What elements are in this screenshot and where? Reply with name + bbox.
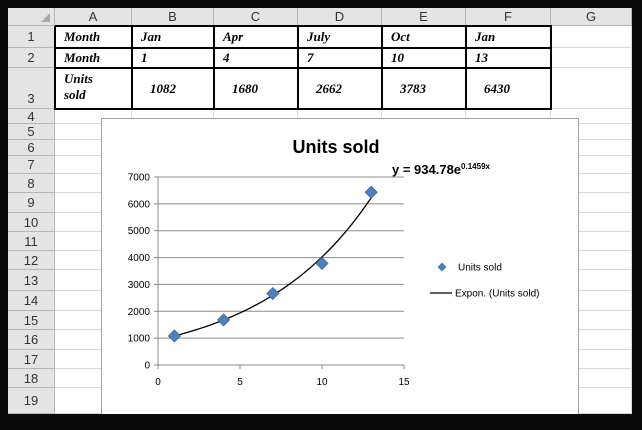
cell-a3-line2: sold [64, 87, 86, 102]
table-border [55, 25, 552, 27]
data-point [315, 256, 329, 270]
row-header-1[interactable]: 1 [8, 26, 55, 48]
data-point [364, 185, 378, 199]
table-border [54, 26, 56, 110]
column-header-d[interactable]: D [298, 8, 382, 26]
row-header-9[interactable]: 9 [8, 193, 55, 213]
data-point [217, 313, 231, 327]
legend-label-trendline: Expon. (Units sold) [455, 289, 539, 300]
cell-a1[interactable]: Month [55, 26, 132, 48]
column-header-g[interactable]: G [551, 8, 632, 26]
table-border [55, 108, 552, 110]
cell-f3[interactable]: 6430 [466, 68, 551, 109]
row-header-11[interactable]: 11 [8, 232, 55, 251]
row-header-5[interactable]: 5 [8, 124, 55, 140]
y-tick-label: 2000 [128, 307, 151, 318]
legend-label-units-sold: Units sold [458, 263, 502, 274]
cell-a3-line1: Units [64, 71, 93, 86]
chart-title: Units sold [292, 137, 379, 157]
cell-a2[interactable]: Month [55, 48, 132, 68]
row-header-19[interactable]: 19 [8, 388, 55, 414]
chart-svg: Units sold 0 1000 2000 3000 4000 5000 6000 7000 0… [128, 137, 540, 388]
cell-f1[interactable]: Jan [466, 26, 551, 48]
y-tick-label: 0 [144, 361, 150, 372]
row-header-14[interactable]: 14 [8, 291, 55, 311]
table-border [465, 26, 467, 110]
trendline-path [174, 197, 372, 337]
column-header-f[interactable]: F [466, 8, 551, 26]
data-point [266, 286, 280, 301]
column-header-e[interactable]: E [382, 8, 466, 26]
x-tick-label: 0 [155, 377, 161, 388]
x-tick-label: 10 [316, 377, 328, 388]
cell-d1[interactable]: July [298, 26, 382, 48]
row-header-18[interactable]: 18 [8, 369, 55, 388]
y-tick-label: 4000 [128, 253, 151, 264]
y-tick-label: 1000 [128, 334, 151, 345]
x-tick-label: 5 [237, 377, 243, 388]
table-border [381, 26, 383, 110]
cell-a3[interactable]: Units sold [55, 68, 132, 109]
row-header-12[interactable]: 12 [8, 251, 55, 270]
legend-marker-units-sold [437, 262, 447, 272]
y-tick-label: 3000 [128, 280, 151, 291]
cell-d3[interactable]: 2662 [298, 68, 382, 109]
row-header-15[interactable]: 15 [8, 311, 55, 330]
cell-e1[interactable]: Oct [382, 26, 466, 48]
row-header-3[interactable]: 3 [8, 68, 55, 109]
cell-b2[interactable]: 1 [132, 48, 214, 68]
cell-e3[interactable]: 3783 [382, 68, 466, 109]
column-header-b[interactable]: B [132, 8, 214, 26]
cell-f2[interactable]: 13 [466, 48, 551, 68]
y-tick-label: 7000 [128, 173, 151, 184]
chart-object[interactable]: Units sold 0 1000 2000 3000 4000 5000 6000 7000 0… [101, 118, 579, 414]
cell-c1[interactable]: Apr [214, 26, 298, 48]
trendline-equation: y = 934.78e0.1459x [392, 162, 491, 177]
x-tick-label: 15 [398, 377, 410, 388]
table-border [213, 26, 215, 110]
cell-e2[interactable]: 10 [382, 48, 466, 68]
select-all-corner[interactable] [8, 8, 55, 26]
row-header-4[interactable]: 4 [8, 109, 55, 124]
table-border [55, 67, 552, 69]
row-header-8[interactable]: 8 [8, 174, 55, 193]
row-header-13[interactable]: 13 [8, 270, 55, 291]
cell-d2[interactable]: 7 [298, 48, 382, 68]
cell-b1[interactable]: Jan [132, 26, 214, 48]
cell-c2[interactable]: 4 [214, 48, 298, 68]
row-header-17[interactable]: 17 [8, 350, 55, 369]
column-header-a[interactable]: A [55, 8, 132, 26]
y-tick-label: 6000 [128, 199, 151, 210]
table-border [131, 26, 133, 110]
cell-c3[interactable]: 1680 [214, 68, 298, 109]
row-header-16[interactable]: 16 [8, 330, 55, 350]
table-border [550, 26, 552, 110]
y-tick-label: 5000 [128, 226, 151, 237]
gridline [631, 26, 632, 414]
table-border [55, 47, 552, 49]
cell-b3[interactable]: 1082 [132, 68, 214, 109]
column-header-c[interactable]: C [214, 8, 298, 26]
row-header-6[interactable]: 6 [8, 140, 55, 156]
row-header-2[interactable]: 2 [8, 48, 55, 68]
row-header-10[interactable]: 10 [8, 213, 55, 232]
row-header-7[interactable]: 7 [8, 156, 55, 174]
data-point [167, 329, 181, 343]
table-border [297, 26, 299, 110]
